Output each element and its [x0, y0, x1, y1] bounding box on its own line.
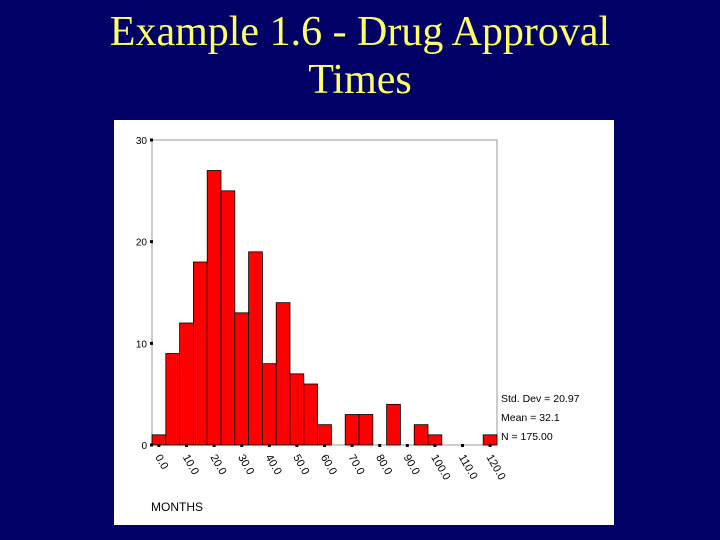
- x-tick-mark: [212, 444, 216, 447]
- x-tick-mark: [240, 444, 244, 447]
- y-tick-label: 10: [136, 339, 148, 350]
- x-tick-mark: [267, 444, 271, 447]
- x-tick-mark: [185, 444, 188, 447]
- histogram-bar: [427, 434, 443, 446]
- x-tick-mark: [433, 444, 437, 447]
- x-tick-label: 120.0: [484, 453, 508, 483]
- x-tick-mark: [461, 444, 464, 447]
- x-tick-label: 10.0: [180, 453, 201, 478]
- x-tick-label: 20.0: [208, 453, 229, 478]
- x-tick-label: 60.0: [318, 453, 339, 478]
- histogram-bar: [317, 424, 332, 446]
- x-tick-mark: [488, 444, 492, 447]
- slide-title-line-1: Example 1.6 - Drug Approval: [109, 9, 611, 55]
- y-tick-mark: [150, 443, 153, 447]
- x-tick-label: 80.0: [373, 453, 394, 478]
- stat-std-dev: Std. Dev = 20.97: [501, 393, 580, 405]
- y-tick-label: 20: [136, 238, 148, 249]
- histogram-bar: [358, 414, 374, 446]
- histogram-bar: [220, 190, 236, 446]
- y-tick-label: 30: [136, 136, 148, 147]
- x-tick-mark: [378, 444, 382, 447]
- histogram-bar: [413, 424, 429, 446]
- x-tick-label: 0.0: [152, 453, 170, 472]
- x-tick-label: 30.0: [235, 453, 256, 478]
- histogram-bar: [248, 251, 263, 446]
- x-tick-mark: [350, 444, 354, 447]
- x-tick-label: 40.0: [263, 453, 284, 478]
- histogram-bar: [179, 322, 194, 446]
- histogram-bar: [165, 353, 180, 446]
- x-axis: 0.0 10.0 20.0 30.0 40.0 50.0 60.0 70.0 80.0 90.0 1…: [152, 444, 508, 483]
- x-axis-title: MONTHS: [151, 500, 203, 514]
- histogram-bar: [386, 403, 401, 446]
- y-tick-label: 0: [141, 441, 147, 452]
- x-tick-label: 110.0: [456, 453, 480, 482]
- x-tick-mark: [323, 444, 326, 447]
- histogram-bar: [303, 383, 319, 446]
- bar-group: [151, 170, 498, 446]
- histogram-bar: [344, 414, 360, 446]
- x-tick-mark: [295, 444, 299, 447]
- x-tick-label: 70.0: [346, 453, 367, 478]
- histogram-bar: [193, 261, 208, 446]
- y-tick-mark: [150, 341, 153, 345]
- histogram-bar: [206, 170, 222, 446]
- histogram-bar: [261, 363, 277, 446]
- slide-title: Example 1.6 - Drug Approval Times: [0, 8, 720, 104]
- histogram-bar: [151, 434, 167, 446]
- stat-n: N = 175.00: [501, 431, 553, 443]
- histogram-bar: [482, 434, 498, 446]
- histogram-chart: 0 10 20 30 0.0 10.0 20.0 30.0 40.0 50.0 60.0 70.0 8…: [136, 136, 580, 514]
- slide-title-line-2: Times: [308, 57, 412, 103]
- x-tick-mark: [405, 444, 409, 447]
- y-tick-mark: [150, 138, 153, 142]
- histogram-bar: [234, 312, 250, 446]
- x-tick-label: 50.0: [290, 453, 311, 478]
- y-axis: 0 10 20 30: [136, 136, 153, 452]
- histogram-bar: [275, 302, 291, 446]
- chart-panel: 0 10 20 30 0.0 10.0 20.0 30.0 40.0 50.0 60.0 70.0 8…: [114, 120, 614, 525]
- stat-mean: Mean = 32.1: [501, 412, 560, 424]
- histogram-bar: [289, 373, 305, 446]
- x-tick-label: 90.0: [401, 453, 422, 478]
- x-tick-mark: [157, 444, 161, 447]
- x-tick-label: 100.0: [428, 453, 452, 483]
- y-tick-mark: [150, 240, 153, 244]
